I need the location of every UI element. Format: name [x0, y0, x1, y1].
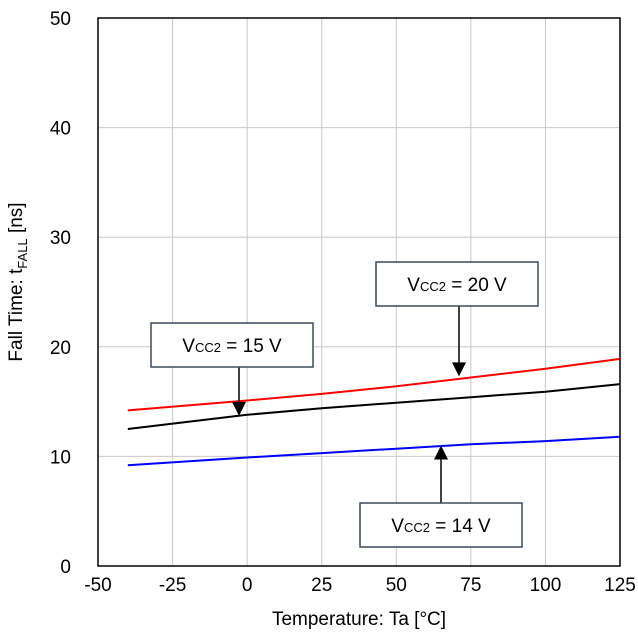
series-line [127, 383, 621, 430]
annotation-v14: VCC2 = 14 V [359, 445, 523, 548]
annotation-box [150, 322, 314, 368]
annotation-label-sub: CC2 [195, 340, 221, 355]
y-axis-title-unit: [ns] [6, 202, 27, 238]
y-axis-title-main: Fall Time: t [6, 268, 27, 362]
y-tick-label: 0 [60, 557, 71, 578]
x-tick-label: -25 [159, 575, 186, 596]
x-tick-label: 50 [386, 575, 407, 596]
annotation-label: VCC2 = 15 V [182, 336, 282, 357]
y-axis-title: Fall Time: tFALL [ns] [6, 202, 30, 361]
x-tick-label: 25 [311, 575, 332, 596]
plot-area-frame [97, 17, 621, 567]
annotation-label-main: V [407, 275, 420, 296]
x-tick-label: 100 [530, 575, 562, 596]
annotation-label: VCC2 = 14 V [391, 516, 491, 537]
annotation-v15: VCC2 = 15 V [150, 322, 314, 416]
series-line [127, 435, 621, 467]
x-tick-label: 125 [604, 575, 636, 596]
y-tick-label: 40 [50, 119, 71, 140]
y-tick-label: 30 [50, 228, 71, 249]
annotation-arrowhead [232, 401, 246, 416]
annotation-label-rest: = 14 V [430, 516, 491, 537]
series-line [127, 357, 621, 412]
x-tick-label: -50 [84, 575, 111, 596]
annotation-label: VCC2 = 20 V [407, 275, 507, 296]
y-tick-label: 50 [50, 9, 71, 30]
y-axis-title-sub: FALL [15, 238, 30, 268]
y-tick-label: 10 [50, 447, 71, 468]
x-tick-label: 75 [460, 575, 481, 596]
annotation-box [375, 261, 539, 307]
annotation-label-sub: CC2 [420, 279, 446, 294]
annotation-label-sub: CC2 [404, 520, 430, 535]
annotation-box [359, 502, 523, 548]
annotation-label-main: V [391, 516, 404, 537]
annotation-arrowhead [434, 445, 448, 460]
annotation-label-rest: = 20 V [446, 275, 507, 296]
annotation-v20: VCC2 = 20 V [375, 261, 539, 377]
annotation-arrowhead [452, 362, 466, 377]
annotation-label-rest: = 15 V [221, 336, 282, 357]
x-tick-label: 0 [242, 575, 253, 596]
tick-labels: -50 -25 0 25 50 75 100 125 0 10 20 30 40 50 [50, 9, 636, 596]
y-tick-label: 20 [50, 338, 71, 359]
grid [98, 18, 620, 566]
annotation-label-main: V [182, 336, 195, 357]
series-lines [127, 357, 621, 467]
x-axis-title: Temperature: Ta [°C] [272, 609, 446, 630]
